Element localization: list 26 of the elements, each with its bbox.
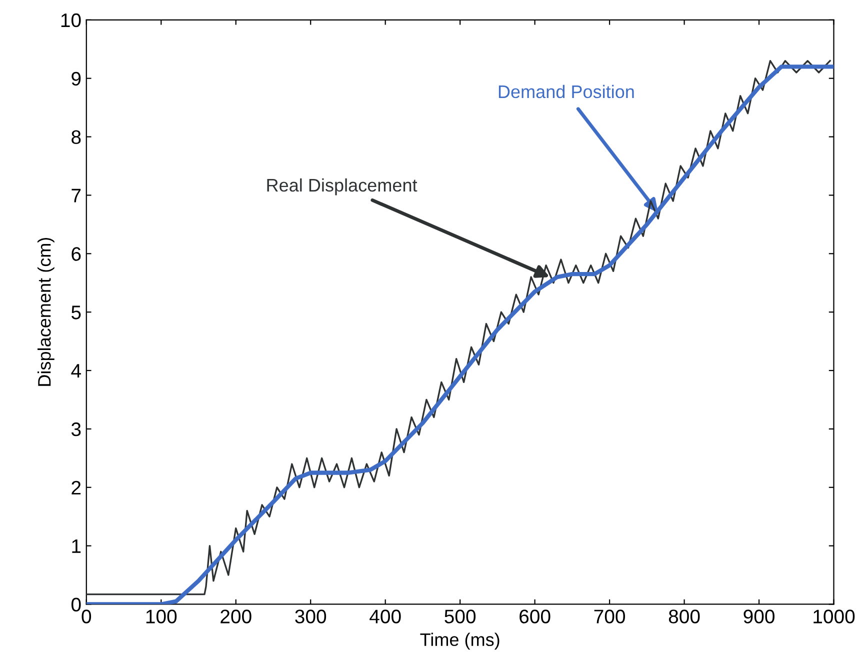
- y-tick-label: 5: [72, 306, 81, 320]
- x-tick-label: 600: [520, 610, 550, 624]
- y-tick-label: 0: [71, 598, 81, 612]
- x-tick-label: 800: [668, 610, 700, 624]
- x-tick-label: 400: [370, 610, 401, 624]
- y-tick-label: 2: [72, 480, 81, 494]
- annotation: Demand Position: [498, 84, 634, 98]
- y-axis-title: Displacement (cm): [38, 238, 54, 386]
- x-tick-label: 900: [744, 610, 774, 624]
- x-tick-label: 100: [146, 610, 177, 624]
- x-tick-label: 700: [594, 610, 626, 624]
- y-tick-label: 7: [72, 188, 81, 202]
- annotation: Real Displacement: [267, 178, 418, 196]
- y-tick-label: 8: [72, 130, 81, 144]
- x-tick-label: 200: [220, 610, 252, 624]
- y-tick-label: 4: [71, 364, 81, 378]
- y-tick-label: 3: [71, 422, 81, 436]
- y-tick-label: 1: [72, 539, 81, 553]
- y-tick-label: 6: [72, 247, 81, 261]
- x-tick-label: 300: [295, 610, 326, 624]
- x-tick-label: 0: [82, 610, 92, 624]
- x-tick-label: 500: [444, 610, 476, 624]
- x-axis-title: Time (ms): [420, 632, 500, 650]
- y-tick-label: 10: [61, 13, 81, 28]
- x-tick-label: 1000: [814, 610, 855, 624]
- y-tick-label: 9: [72, 72, 81, 86]
